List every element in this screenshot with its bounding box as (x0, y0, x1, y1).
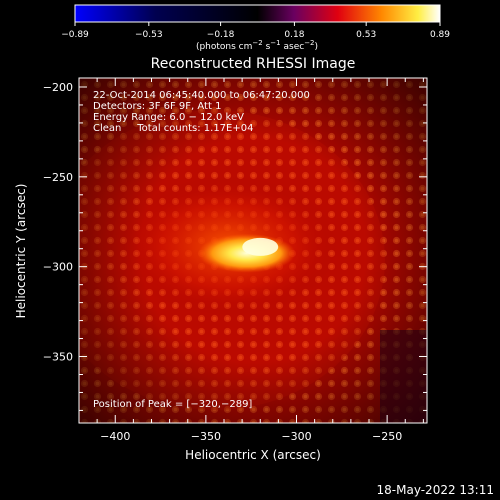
render-timestamp: 18-May-2022 13:11 (377, 483, 494, 497)
peak-position-label: Position of Peak = [−320,−289] (93, 399, 252, 410)
plot-frame (78, 77, 428, 424)
colorbar-tick-label: 0.89 (430, 30, 450, 40)
y-tick-label: −350 (43, 351, 73, 364)
colorbar-unit-label: (photons cm−2 s−1 asec−2) (196, 39, 318, 52)
x-tick-label: −300 (281, 430, 311, 443)
colorbar-tick-label: 0.53 (356, 30, 376, 40)
observation-info: 22-Oct-2014 06:45:40.000 to 06:47:20.000… (93, 90, 310, 134)
y-axis-label: Heliocentric Y (arcsec) (14, 184, 28, 319)
x-tick-label: −250 (372, 430, 402, 443)
y-tick-label: −200 (43, 81, 73, 94)
info-total-counts: Clean Total counts: 1.17E+04 (93, 123, 253, 134)
flare-source (197, 233, 296, 273)
y-tick-label: −300 (43, 261, 73, 274)
colorbar-tick-label: −0.53 (135, 30, 163, 40)
info-detectors: Detectors: 3F 6F 9F, Att 1 (93, 101, 221, 112)
peak-emission (242, 237, 279, 256)
rhessi-image (79, 78, 427, 423)
colorbar-tick-label: −0.89 (61, 30, 89, 40)
colorbar-frame (74, 4, 441, 23)
x-axis-ticks: −400 −350 −300 −250 (96, 78, 424, 443)
colorbar-tick-label: 0.18 (284, 30, 304, 40)
y-tick-label: −250 (43, 171, 73, 184)
y-axis-ticks: −200 −250 −300 −350 (43, 81, 427, 411)
colorbar-tick-label: −0.18 (207, 30, 235, 40)
info-energy-range: Energy Range: 6.0 − 12.0 keV (93, 112, 244, 123)
x-tick-label: −400 (100, 430, 130, 443)
info-time-range: 22-Oct-2014 06:45:40.000 to 06:47:20.000 (93, 90, 310, 101)
x-tick-label: −350 (191, 430, 221, 443)
chart-title: Reconstructed RHESSI Image (151, 56, 356, 72)
x-axis-label: Heliocentric X (arcsec) (185, 448, 321, 462)
colorbar (75, 5, 440, 22)
colorbar-ticks: −0.89 −0.53 −0.18 0.18 0.53 0.89 (61, 22, 450, 40)
